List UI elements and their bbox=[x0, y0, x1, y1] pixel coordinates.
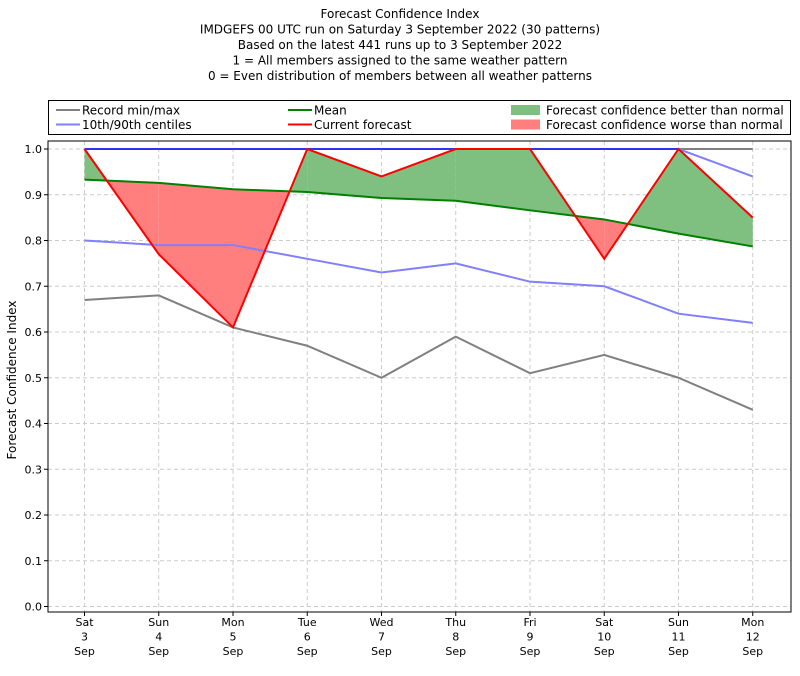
y-tick-label: 0.9 bbox=[25, 189, 43, 202]
x-tick-label: Mon bbox=[221, 616, 244, 629]
x-tick-label: Sep bbox=[223, 645, 244, 658]
better-fill bbox=[455, 149, 530, 211]
x-tick-label: Sep bbox=[297, 645, 318, 658]
legend-label: 10th/90th centiles bbox=[82, 118, 192, 132]
x-tick-label: Thu bbox=[444, 616, 466, 629]
y-axis-label: Forecast Confidence Index bbox=[5, 301, 19, 460]
legend-frame bbox=[48, 100, 791, 135]
x-tick-label: Wed bbox=[370, 616, 394, 629]
axes: 0.00.10.20.30.40.50.60.70.80.91.0Sat3Sep… bbox=[25, 140, 792, 658]
x-tick-label: 3 bbox=[81, 631, 88, 644]
x-tick-label: 6 bbox=[304, 631, 311, 644]
legend-label: Current forecast bbox=[314, 118, 412, 132]
x-tick-label: Sun bbox=[148, 616, 169, 629]
plot-frame bbox=[47, 140, 792, 613]
x-tick-label: Sep bbox=[520, 645, 541, 658]
better-fill bbox=[678, 149, 753, 247]
p10-line bbox=[84, 239, 753, 324]
y-tick-label: 0.0 bbox=[25, 601, 43, 614]
legend-patch-swatch bbox=[511, 105, 540, 115]
worse-fill bbox=[158, 182, 233, 328]
y-tick-label: 0.3 bbox=[25, 463, 43, 476]
legend-patch-swatch bbox=[511, 119, 540, 130]
x-tick-label: 12 bbox=[746, 631, 760, 644]
title-line: 1 = All members assigned to the same wea… bbox=[233, 54, 568, 68]
x-tick-label: Sep bbox=[445, 645, 466, 658]
x-tick-label: Sep bbox=[148, 645, 169, 658]
x-tick-label: Sat bbox=[75, 616, 94, 629]
y-tick-label: 0.4 bbox=[25, 418, 43, 431]
x-tick-label: Tue bbox=[297, 616, 317, 629]
x-tick-label: 4 bbox=[155, 631, 162, 644]
x-tick-label: Sep bbox=[74, 645, 95, 658]
y-tick-label: 0.2 bbox=[25, 509, 43, 522]
x-tick-label: Sun bbox=[668, 616, 689, 629]
title-line: 0 = Even distribution of members between… bbox=[208, 69, 592, 83]
title-line: IMDGEFS 00 UTC run on Saturday 3 Septemb… bbox=[200, 23, 600, 37]
better-fill bbox=[381, 149, 456, 201]
series-lines bbox=[83, 147, 754, 411]
x-tick-label: Sat bbox=[595, 616, 614, 629]
legend-label: Forecast confidence better than normal bbox=[546, 104, 784, 118]
mean-line bbox=[84, 178, 753, 248]
y-tick-label: 0.8 bbox=[25, 235, 43, 248]
title-line: Forecast Confidence Index bbox=[321, 7, 480, 21]
x-tick-label: Sep bbox=[742, 645, 763, 658]
x-tick-label: 5 bbox=[230, 631, 237, 644]
chart-title: Forecast Confidence Index IMDGEFS 00 UTC … bbox=[200, 7, 600, 83]
title-line: Based on the latest 441 runs up to 3 Sep… bbox=[238, 38, 562, 52]
record-min-line bbox=[84, 294, 754, 411]
x-tick-label: Sep bbox=[594, 645, 615, 658]
y-tick-label: 0.1 bbox=[25, 555, 43, 568]
y-tick-label: 0.6 bbox=[25, 326, 43, 339]
x-tick-label: 7 bbox=[378, 631, 385, 644]
x-tick-label: Mon bbox=[741, 616, 764, 629]
legend-label: Mean bbox=[314, 104, 347, 118]
better-fill bbox=[307, 149, 382, 198]
x-tick-label: 9 bbox=[527, 631, 534, 644]
x-tick-label: 11 bbox=[672, 631, 686, 644]
confidence-fills bbox=[84, 149, 753, 328]
x-tick-label: 8 bbox=[452, 631, 459, 644]
y-tick-label: 0.7 bbox=[25, 280, 43, 293]
legend-label: Forecast confidence worse than normal bbox=[546, 118, 783, 132]
x-tick-label: Fri bbox=[523, 616, 536, 629]
y-tick-label: 0.5 bbox=[25, 372, 43, 385]
legend-label: Record min/max bbox=[82, 104, 180, 118]
x-tick-label: Sep bbox=[371, 645, 392, 658]
better-fill bbox=[627, 149, 679, 234]
y-tick-label: 1.0 bbox=[25, 143, 43, 156]
x-tick-label: 10 bbox=[597, 631, 611, 644]
legend: Record min/max Mean Forecast confidence be… bbox=[48, 100, 791, 135]
current-forecast-line bbox=[83, 147, 754, 330]
x-tick-label: Sep bbox=[668, 645, 689, 658]
